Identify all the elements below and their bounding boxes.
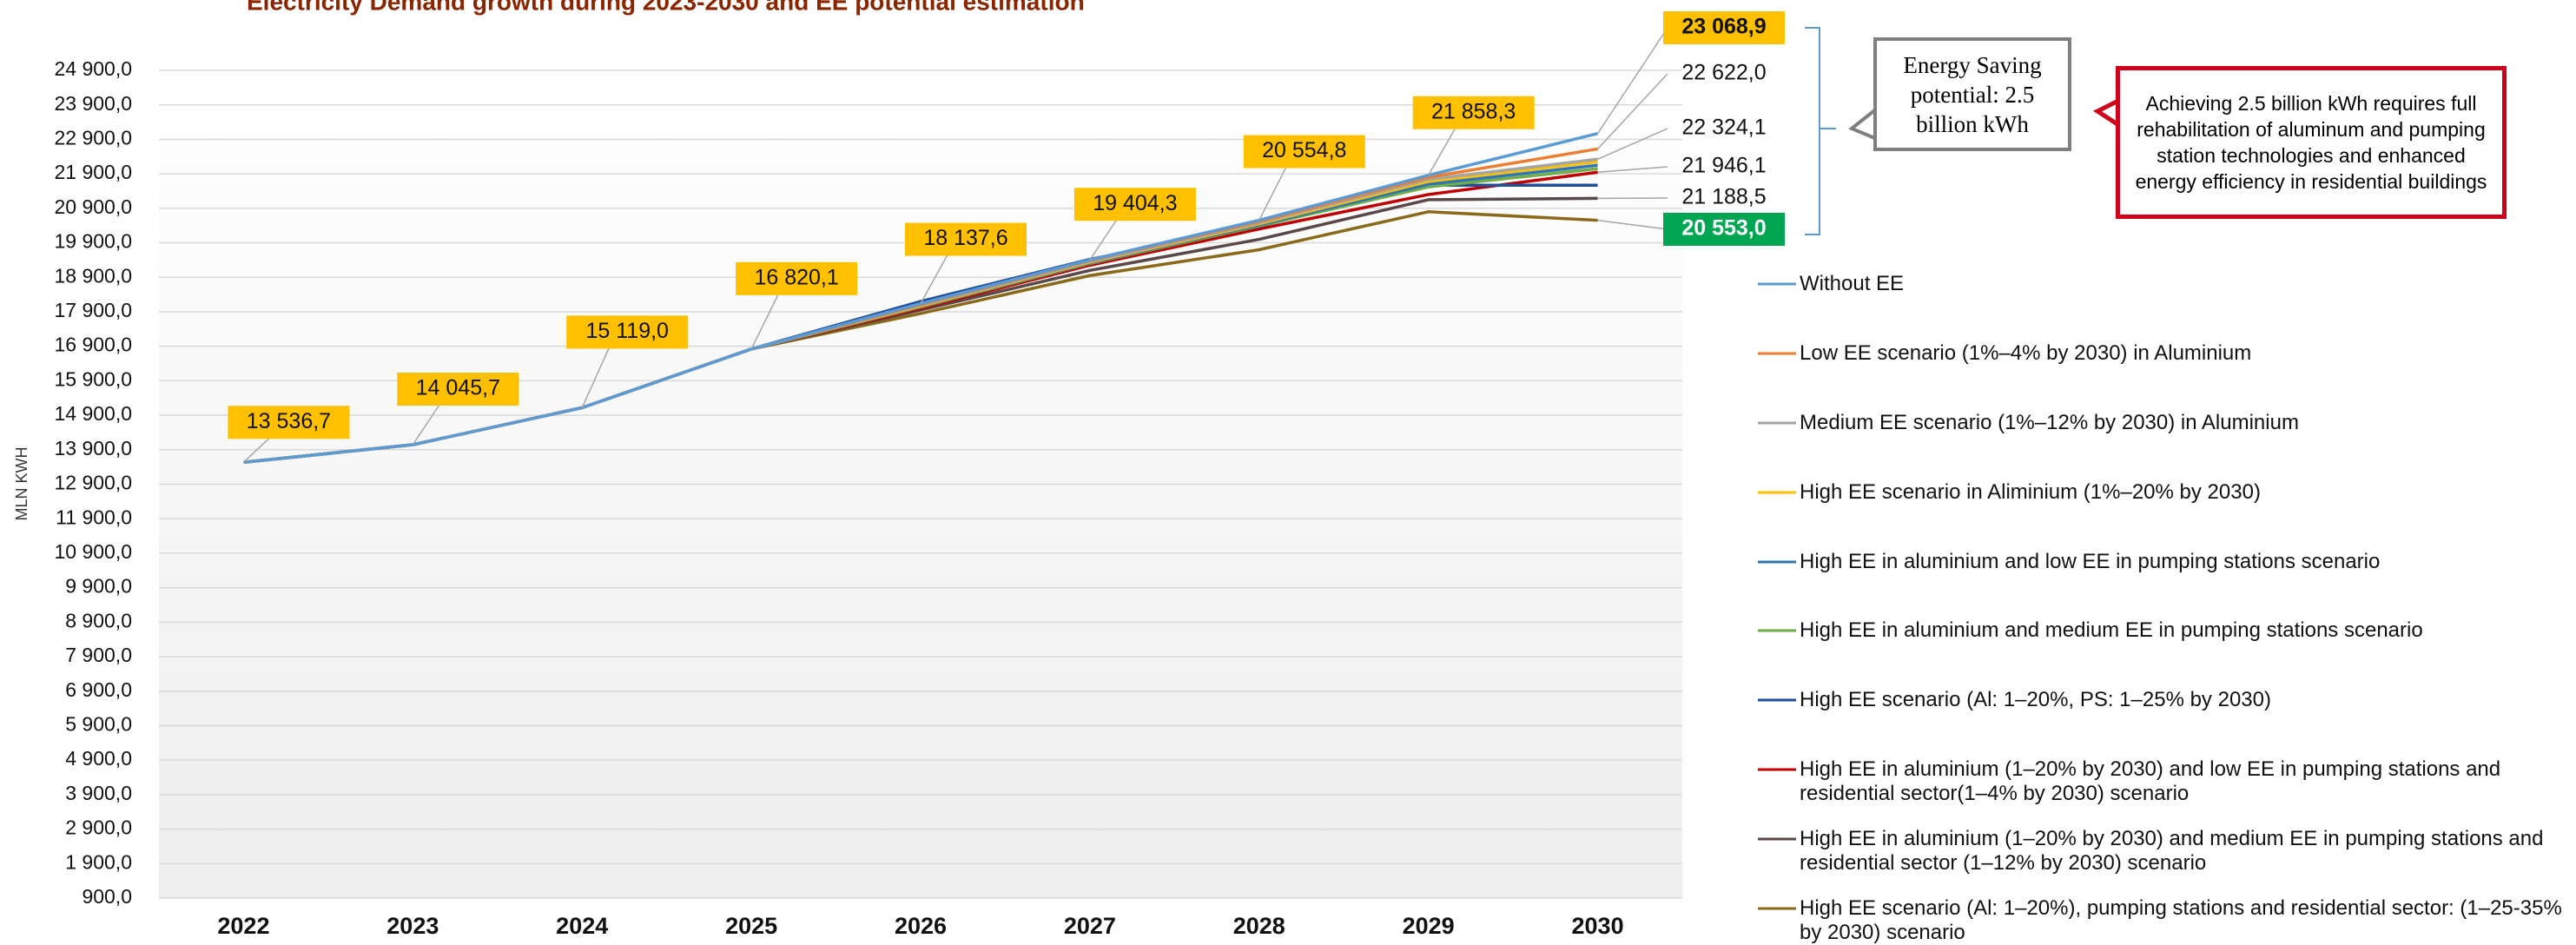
y-tick-label: 3 900,0 <box>65 782 132 804</box>
y-tick-label: 5 900,0 <box>65 713 132 736</box>
chart-title: Electricity Demand growth during 2023-20… <box>247 0 1085 15</box>
y-tick-label: 12 900,0 <box>54 472 132 494</box>
label-box <box>905 222 1027 256</box>
y-tick-label: 15 900,0 <box>54 367 132 390</box>
label-box <box>1663 11 1785 44</box>
y-tick-label: 13 900,0 <box>54 437 132 459</box>
label-box <box>397 373 519 406</box>
y-tick-label: 18 900,0 <box>54 264 132 287</box>
y-tick-label: 2 900,0 <box>65 816 132 839</box>
label-box <box>228 406 350 439</box>
data-label: 16 820,1 <box>754 265 838 289</box>
leader-line <box>1596 27 1668 135</box>
y-tick-label: 14 900,0 <box>54 402 132 425</box>
requirement-callout: Achieving 2.5 billion kWh requires full … <box>2116 66 2507 219</box>
data-label: 20 554,8 <box>1262 138 1346 162</box>
y-tick-label: 6 900,0 <box>65 678 132 701</box>
x-tick-label: 2030 <box>1572 913 1624 939</box>
y-tick-label: 20 900,0 <box>54 195 132 218</box>
legend-entry: Medium EE scenario (1%–12% by 2030) in A… <box>1800 411 2299 434</box>
leader-line <box>412 402 441 446</box>
x-tick-label: 2025 <box>725 913 777 939</box>
data-label: 22 324,1 <box>1681 116 1766 140</box>
label-box <box>1073 188 1196 221</box>
y-tick-label: 900,0 <box>82 885 132 908</box>
legend-entry: Without EE <box>1800 272 1905 295</box>
label-box <box>1243 135 1365 169</box>
y-tick-label: 23 900,0 <box>54 92 132 115</box>
callout-pointer <box>2092 97 2122 129</box>
data-label: 13 536,7 <box>247 409 331 433</box>
leader-line <box>1597 166 1668 174</box>
label-box <box>736 261 858 295</box>
data-label: 23 068,9 <box>1681 15 1766 39</box>
x-tick-label: 2029 <box>1403 913 1455 939</box>
data-label: 21 858,3 <box>1431 99 1516 123</box>
label-box <box>1412 96 1535 129</box>
y-tick-label: 11 900,0 <box>56 506 132 528</box>
y-tick-label: 4 900,0 <box>65 747 132 770</box>
data-label: 19 404,3 <box>1093 191 1177 215</box>
data-label: 20 553,0 <box>1681 216 1766 241</box>
leader-line <box>1428 126 1457 176</box>
data-label: 21 946,1 <box>1681 154 1766 178</box>
bracket <box>1805 27 1836 235</box>
label-box <box>566 315 689 349</box>
legend-entry: Low EE scenario (1%–4% by 2030) in Alumi… <box>1800 341 2252 365</box>
leader-line <box>920 253 949 304</box>
y-tick-label: 9 900,0 <box>65 575 132 598</box>
leader-line <box>242 435 272 463</box>
leader-line <box>1597 219 1668 230</box>
leader-line <box>1089 217 1119 261</box>
legend-entry: High EE scenario in Aliminium (1%–20% by… <box>1800 480 2261 504</box>
y-tick-label: 24 900,0 <box>54 57 132 80</box>
callout-pointer <box>1848 107 1879 141</box>
x-tick-label: 2028 <box>1233 913 1285 939</box>
leader-line <box>1597 73 1668 149</box>
data-label: 22 622,0 <box>1681 61 1766 85</box>
legend-entry: High EE scenario (Al: 1–20%), pumping st… <box>1800 896 2562 944</box>
leader-line <box>1258 165 1288 221</box>
legend-entry: High EE in aluminium (1–20% by 2030) and… <box>1800 827 2544 875</box>
y-tick-label: 22 900,0 <box>54 126 132 149</box>
y-axis-label: MLN KWH <box>13 447 30 521</box>
data-label: 21 188,5 <box>1681 185 1766 209</box>
data-label: 15 119,0 <box>585 319 668 343</box>
data-label: 14 045,7 <box>416 376 500 400</box>
leader-line <box>581 346 611 408</box>
legend-entry: High EE in aluminium (1–20% by 2030) and… <box>1800 757 2501 805</box>
callout-shapes <box>1805 27 2122 235</box>
y-tick-label: 1 900,0 <box>65 850 132 873</box>
legend-entry: High EE in aluminium and medium EE in pu… <box>1800 618 2423 642</box>
x-tick-label: 2026 <box>895 913 947 939</box>
y-tick-label: 17 900,0 <box>54 299 132 321</box>
data-label: 18 137,6 <box>923 226 1007 250</box>
y-tick-label: 21 900,0 <box>54 161 132 183</box>
energy-saving-callout: Energy Saving potential: 2.5 billion kWh <box>1873 37 2071 151</box>
x-tick-label: 2023 <box>386 913 439 939</box>
label-box <box>1663 213 1785 246</box>
y-tick-label: 10 900,0 <box>54 540 132 563</box>
y-tick-label: 7 900,0 <box>65 644 132 666</box>
legend-entry: High EE in aluminium and low EE in pumpi… <box>1800 550 2381 573</box>
y-tick-label: 8 900,0 <box>65 609 132 631</box>
leader-line <box>750 292 780 350</box>
x-tick-label: 2024 <box>556 913 608 939</box>
y-tick-label: 16 900,0 <box>54 334 132 356</box>
leader-line <box>1597 128 1668 160</box>
legend-entry: High EE scenario (Al: 1–20%, PS: 1–25% b… <box>1800 688 2271 711</box>
y-tick-label: 19 900,0 <box>54 230 132 253</box>
x-tick-label: 2022 <box>217 913 269 939</box>
x-tick-label: 2027 <box>1064 913 1116 939</box>
